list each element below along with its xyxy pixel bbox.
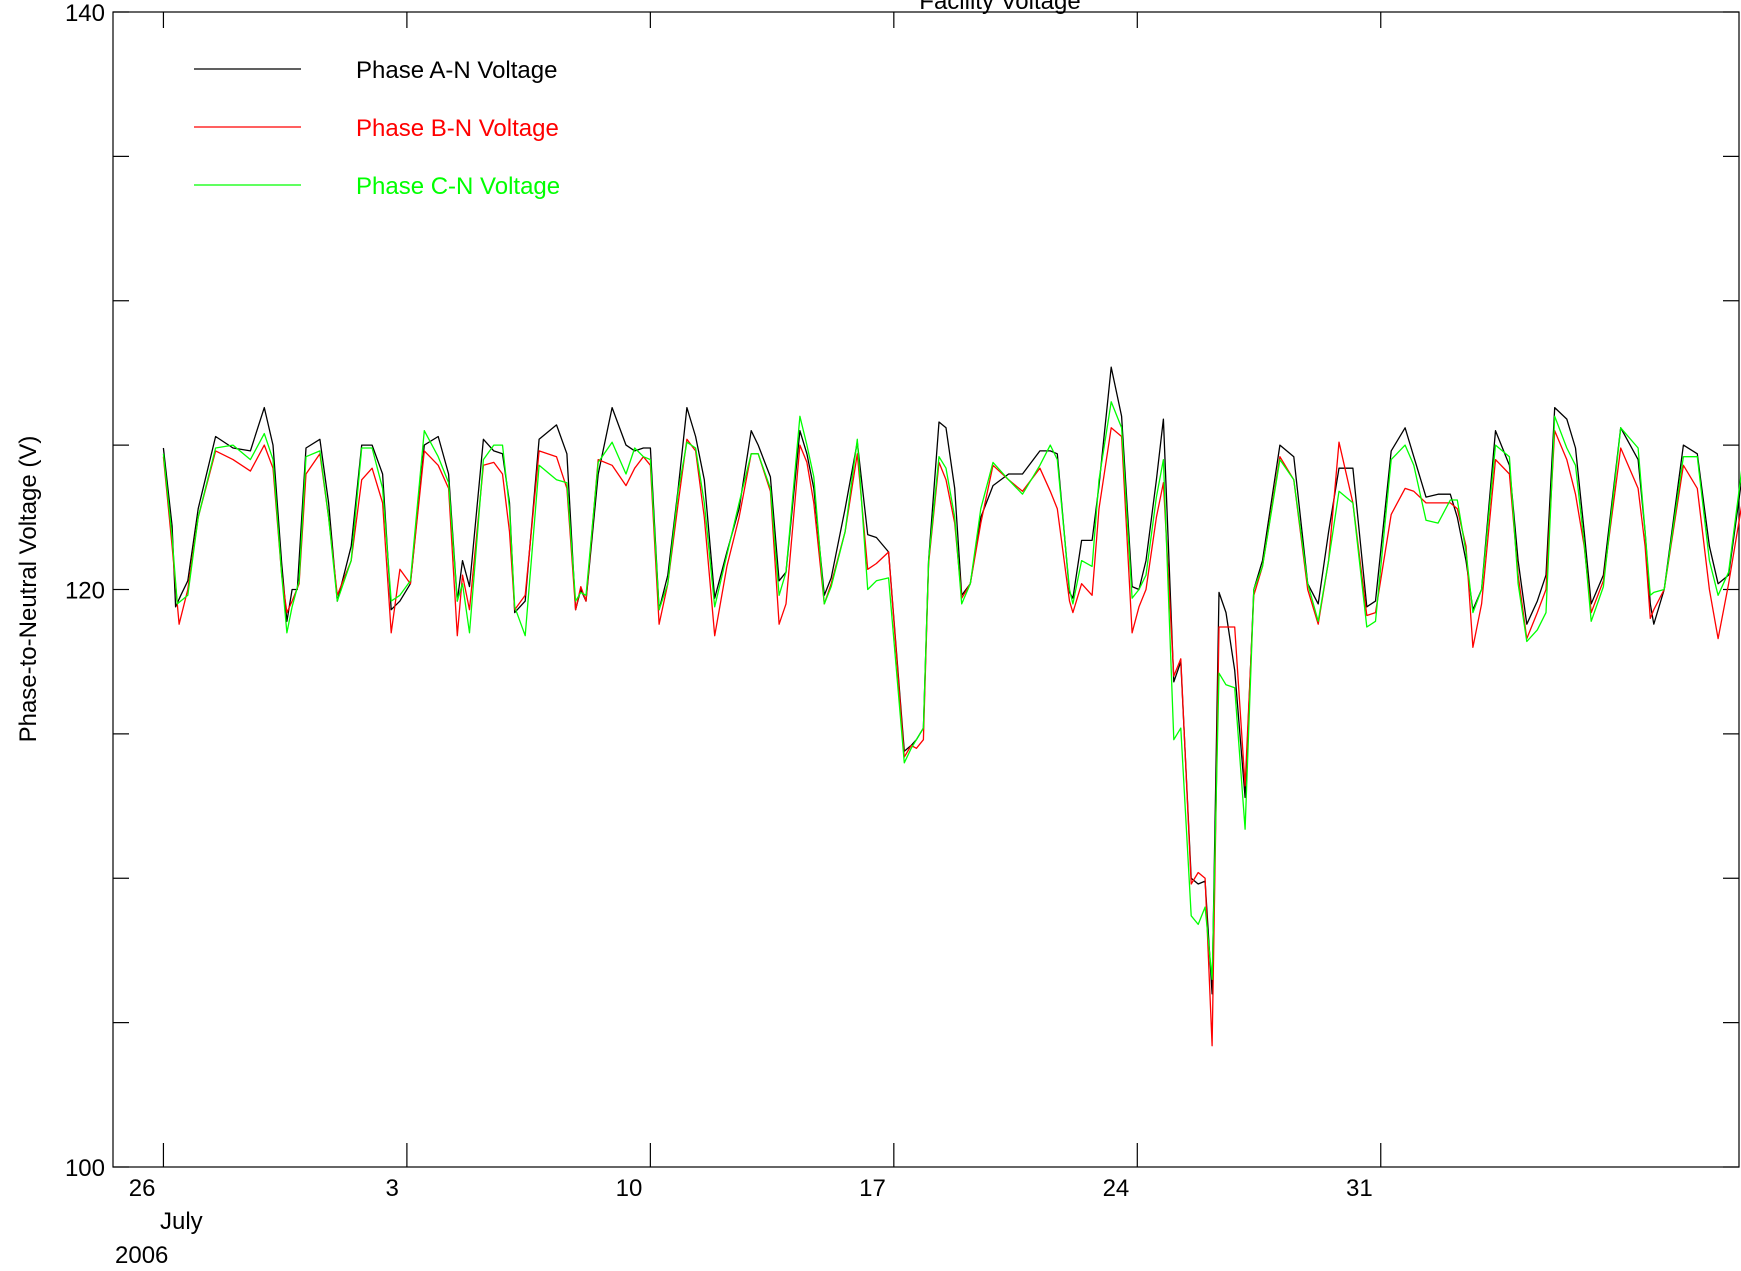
series-line-phase-a-n-voltage xyxy=(162,366,1741,995)
chart-title: Facility Voltage xyxy=(919,0,1080,15)
x-tick-label: 24 xyxy=(1103,1175,1130,1202)
y-tick-label: 140 xyxy=(65,0,105,27)
legend: Phase A-N Voltage Phase B-N Voltage Phase … xyxy=(194,57,560,200)
legend-label: Phase B-N Voltage xyxy=(356,115,559,142)
x-tick-label: 17 xyxy=(859,1175,886,1202)
legend-label: Phase C-N Voltage xyxy=(356,173,560,200)
series-line-phase-b-n-voltage xyxy=(162,427,1741,1047)
y-tick-label: 100 xyxy=(65,1155,105,1182)
x-axis-month-label: July xyxy=(160,1208,203,1235)
x-tick-label: 3 xyxy=(386,1175,399,1202)
x-axis-year-label: 2006 xyxy=(115,1242,168,1269)
y-axis-label: Phase-to-Neutral Voltage (V) xyxy=(15,436,42,743)
y-tick-label: 120 xyxy=(65,578,105,605)
x-axis-ticks: 26 3 10 17 24 31 xyxy=(129,12,1382,1202)
x-tick-label: 26 xyxy=(129,1175,156,1202)
y-axis-ticks: 100 120 140 xyxy=(65,0,1739,1182)
series-layer xyxy=(162,366,1741,1047)
legend-label: Phase A-N Voltage xyxy=(356,57,557,84)
x-tick-label: 31 xyxy=(1346,1175,1373,1202)
x-tick-label: 10 xyxy=(616,1175,643,1202)
series-line-phase-c-n-voltage xyxy=(162,401,1741,980)
